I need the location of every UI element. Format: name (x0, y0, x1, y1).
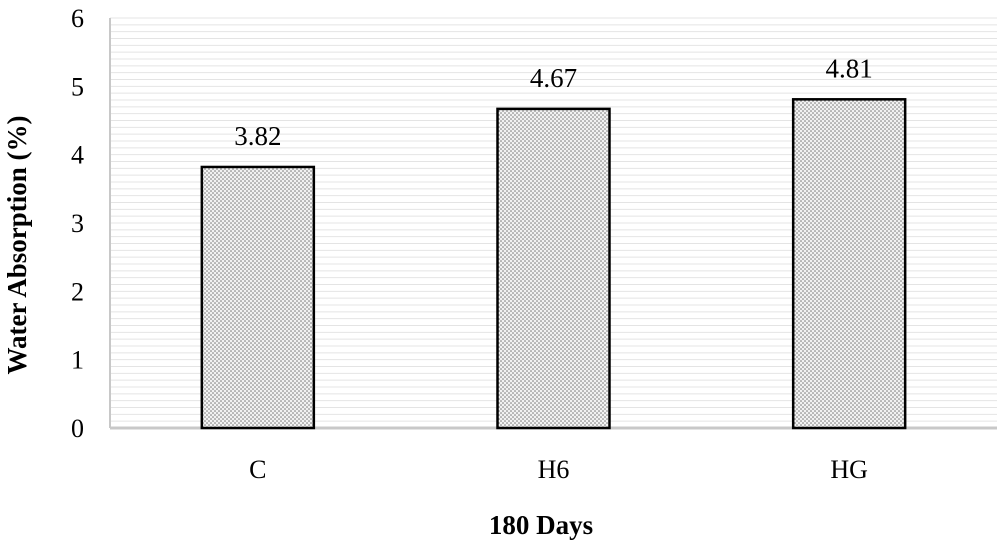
data-label: 3.82 (234, 121, 281, 151)
y-tick-label: 1 (71, 346, 84, 375)
bars: 3.82 4.67 4.81 (200, 53, 907, 430)
data-label: 4.81 (826, 53, 873, 83)
x-tick-labels: C H6 HG (249, 455, 868, 484)
y-tick-label: 6 (71, 4, 84, 33)
y-tick-label: 3 (71, 209, 84, 238)
bar-c (200, 165, 316, 430)
x-axis-title: 180 Days (489, 510, 593, 540)
y-tick-label: 0 (71, 414, 84, 443)
x-tick-label: C (249, 455, 266, 484)
bar-hg (791, 98, 907, 430)
bar-h6 (496, 107, 611, 430)
x-tick-label: HG (830, 455, 868, 484)
y-tick-label: 4 (71, 141, 84, 170)
y-tick-labels: 0 1 2 3 4 5 6 (71, 4, 84, 443)
x-tick-label: H6 (538, 455, 570, 484)
y-tick-label: 5 (71, 72, 84, 101)
y-tick-label: 2 (71, 277, 84, 306)
data-label: 4.67 (530, 63, 577, 93)
y-axis-title: Water Absorption (%) (2, 115, 32, 374)
